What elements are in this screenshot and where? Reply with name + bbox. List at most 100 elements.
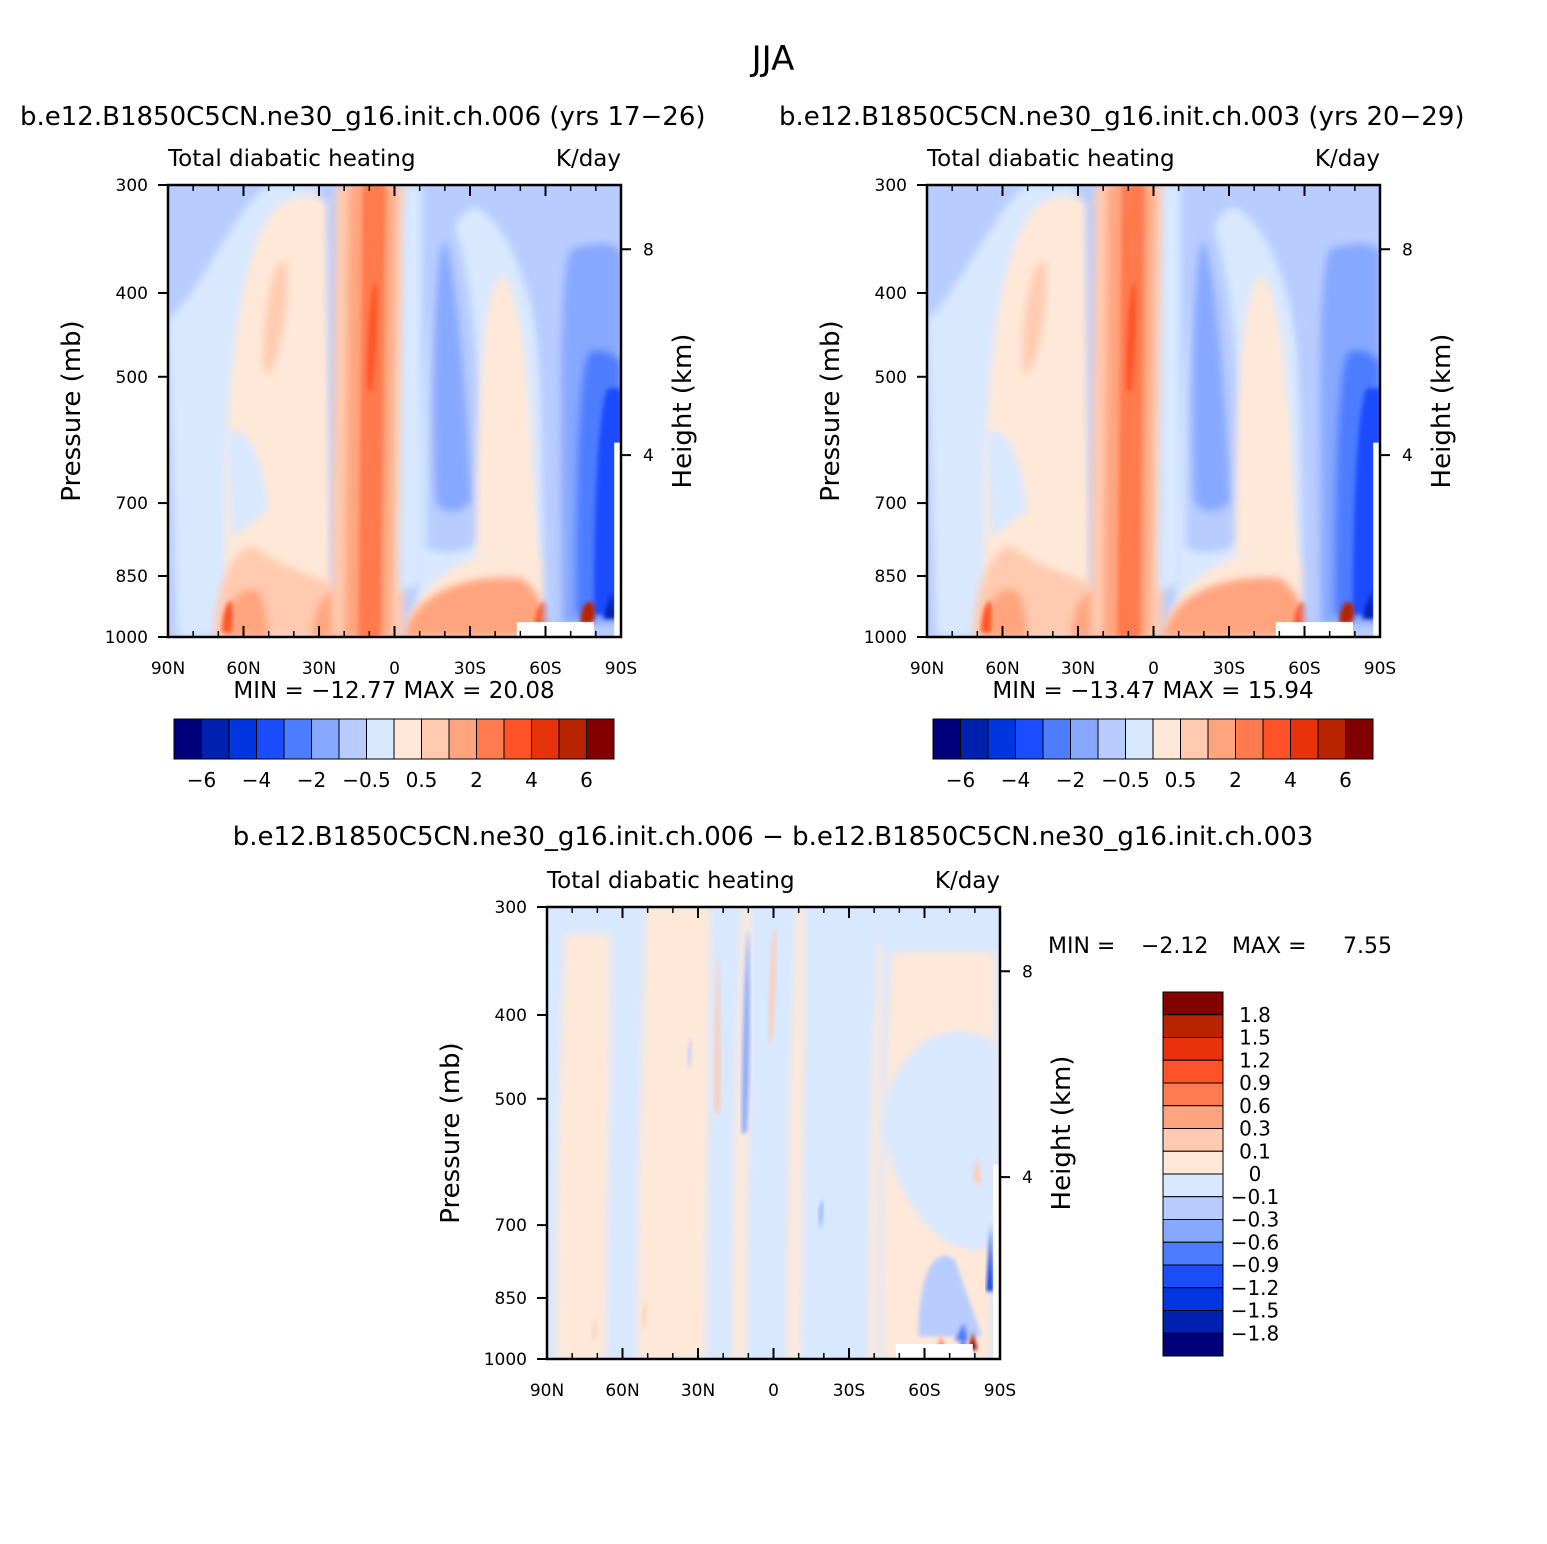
colorbar-label: 0.5 [406, 768, 438, 792]
contour-region [399, 185, 422, 592]
colorbar-box [586, 718, 615, 760]
panel-title: b.e12.B1850C5CN.ne30_g16.init.ch.003 (yr… [779, 102, 1465, 132]
colorbar-box [960, 718, 989, 760]
x-tick-label: 0 [768, 1381, 779, 1401]
colorbar-box [1162, 1310, 1224, 1334]
contour-field [927, 185, 1380, 637]
min-max-label: MIN = −12.77 MAX = 20.08 [233, 678, 554, 704]
contour-region [787, 907, 806, 1359]
y-tick-label: 700 [875, 494, 907, 514]
contour-region [882, 1031, 996, 1250]
y-tick-label: 400 [875, 284, 907, 304]
colorbar-label: −0.5 [342, 768, 391, 792]
contour-region [222, 589, 268, 637]
contour-region [556, 934, 611, 1359]
colorbar-label: 4 [1284, 768, 1297, 792]
x-tick-label: 90N [151, 659, 185, 679]
colorbar-box [1235, 718, 1264, 760]
y-axis-right-label: Height (km) [1427, 334, 1457, 489]
colorbar-label: 1.8 [1239, 1003, 1271, 1027]
y-right-tick-label: 4 [643, 446, 654, 466]
colorbar-box [1125, 718, 1154, 760]
colorbar-box [1317, 718, 1346, 760]
contour-region [1158, 185, 1181, 592]
colorbar-label: −0.5 [1101, 768, 1150, 792]
y-tick-label: 500 [875, 368, 907, 388]
y-right-tick-label: 4 [1402, 446, 1413, 466]
y-tick-label: 850 [495, 1289, 527, 1309]
contour-region [358, 185, 386, 637]
contour-region [367, 283, 377, 393]
colorbar-box [1162, 1037, 1224, 1061]
y-axis-right-label: Height (km) [1047, 1056, 1077, 1211]
colorbar-box [987, 718, 1016, 760]
colorbar-box [1207, 718, 1236, 760]
colorbar-label: −2 [297, 768, 326, 792]
contour-region [1126, 283, 1136, 393]
contour-region [1117, 185, 1145, 637]
colorbar-label: 2 [1229, 768, 1242, 792]
colorbar-label: −4 [1001, 768, 1030, 792]
colorbar-box [393, 718, 422, 760]
x-tick-label: 60N [605, 1381, 639, 1401]
contour-region [547, 916, 570, 939]
colorbar-label: −1.2 [1231, 1276, 1280, 1300]
contour-region [1339, 601, 1354, 624]
colorbar-box [366, 718, 395, 760]
colorbar-box [283, 718, 312, 760]
y-tick-label: 1000 [105, 628, 148, 648]
colorbar-box [558, 718, 587, 760]
max-label: MAX = [1232, 934, 1307, 959]
min-label: MIN = [1048, 934, 1115, 959]
x-tick-label: 90N [530, 1381, 564, 1401]
y-tick-label: 300 [875, 176, 907, 196]
contour-region [476, 275, 540, 556]
colorbar-box [1162, 1196, 1224, 1220]
y-tick-label: 850 [875, 567, 907, 587]
contour-region [642, 1301, 647, 1328]
x-tick-label: 90N [910, 659, 944, 679]
colorbar-label: 0 [1249, 1162, 1262, 1186]
colorbar-label: −0.1 [1231, 1185, 1280, 1209]
x-tick-label: 60S [529, 659, 561, 679]
x-tick-label: 90S [1364, 659, 1396, 679]
x-tick-label: 60N [226, 659, 260, 679]
y-axis-label: Pressure (mb) [436, 1042, 466, 1223]
colorbar-box [1262, 718, 1291, 760]
colorbar-box [1162, 1287, 1224, 1311]
contour-region [986, 1223, 994, 1292]
y-tick-label: 400 [116, 284, 148, 304]
colorbar-label: 2 [470, 768, 483, 792]
x-tick-label: 30S [833, 1381, 865, 1401]
y-right-tick-label: 8 [1022, 962, 1033, 982]
colorbar-box [1180, 718, 1209, 760]
y-tick-label: 300 [116, 176, 148, 196]
y-tick-label: 1000 [484, 1350, 527, 1370]
contour-region [741, 929, 750, 1133]
contour-region [714, 929, 721, 1115]
panel-subtitle-left: Total diabatic heating [926, 146, 1175, 172]
contour-region [1235, 275, 1299, 556]
colorbar-box [311, 718, 340, 760]
colorbar-label: 1.2 [1239, 1048, 1271, 1072]
panel-subtitle-right: K/day [556, 146, 621, 172]
colorbar-label: 6 [1339, 768, 1352, 792]
colorbar-label: 6 [580, 768, 593, 792]
colorbar-label: −6 [187, 768, 216, 792]
colorbar-box [1097, 718, 1126, 760]
max-value: 7.55 [1343, 934, 1392, 959]
colorbar-label: 0.3 [1239, 1117, 1271, 1141]
colorbar-box [1162, 1241, 1224, 1266]
x-tick-label: 0 [1148, 659, 1159, 679]
contour-region [1162, 577, 1313, 637]
x-tick-label: 30N [1061, 659, 1095, 679]
colorbar-box [531, 718, 560, 760]
contour-region [981, 589, 1027, 637]
y-tick-label: 850 [116, 567, 148, 587]
colorbar-label: −2 [1056, 768, 1085, 792]
colorbar-box [1042, 718, 1071, 760]
contour-field [168, 185, 621, 637]
colorbar-label: 1.5 [1239, 1026, 1271, 1050]
contour-region [918, 1255, 982, 1337]
